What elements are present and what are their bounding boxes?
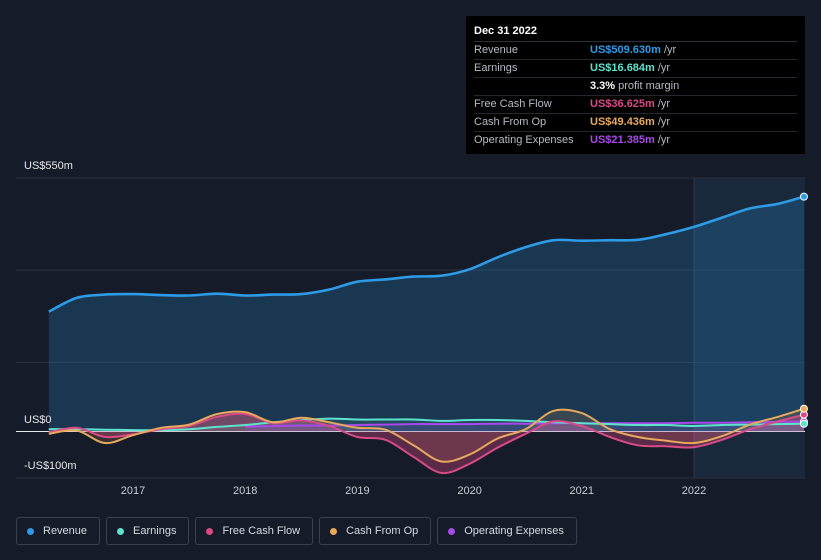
legend-item-earnings[interactable]: Earnings: [106, 517, 190, 545]
tooltip-row-label: Revenue: [474, 44, 519, 56]
legend-label: Operating Expenses: [464, 525, 564, 537]
tooltip-row-label: [474, 78, 590, 95]
tooltip-row: Earnings US$16.684m/yr: [474, 60, 797, 78]
legend-dot-icon: [117, 527, 125, 535]
tooltip-row-unit: /yr: [663, 44, 677, 56]
tooltip-row-value: US$21.385m: [590, 134, 655, 146]
tooltip-row: Cash From Op US$49.436m/yr: [474, 114, 797, 132]
grid-layer: [16, 177, 805, 479]
legend-label: Earnings: [133, 525, 177, 537]
y-label-zero: US$0: [24, 414, 52, 426]
tooltip-rows: Revenue US$509.630m/yr Earnings US$16.684m /…: [474, 42, 797, 149]
line-free_cash_flow: [48, 412, 805, 475]
legend-item-free_cash_flow[interactable]: Free Cash Flow: [195, 517, 314, 545]
legend-dot-icon: [27, 527, 34, 535]
tooltip-row-label: Operating Expenses: [474, 134, 574, 146]
tooltip-row-value: US$509.630m: [590, 44, 661, 56]
tooltip-row: 3.3% profit margin: [474, 78, 797, 96]
tooltip-row-label: Free Cash Flow: [474, 98, 552, 110]
y-label-top: US$550m: [24, 160, 73, 172]
highlight-region: [694, 178, 805, 478]
tooltip-row-label: Cash From Op: [474, 116, 547, 128]
x-tick-label: 2018: [232, 485, 258, 497]
x-tick-label: 2017: [120, 485, 146, 497]
legend-label: Free Cash Flow: [222, 525, 301, 537]
legend-dot-icon: [206, 527, 214, 535]
legend-dot-icon: [448, 527, 456, 535]
line-earnings: [48, 417, 805, 432]
tooltip-row-value: US$36.625m: [590, 98, 655, 110]
line-cash_from_op: [48, 407, 805, 463]
marker-layer: [799, 192, 808, 428]
end-marker-earnings: [799, 419, 808, 428]
tooltip-row-unit: /yr: [657, 116, 671, 128]
data-tooltip: Dec 31 2022 Revenue US$509.630m/yr Earning…: [466, 16, 805, 154]
area-free_cash_flow: [48, 413, 805, 474]
legend-label: Cash From Op: [346, 525, 419, 537]
line-operating_expenses: [245, 420, 805, 428]
legend-item-operating_expenses[interactable]: Operating Expenses: [437, 517, 577, 545]
x-tick-label: 2020: [457, 485, 482, 497]
legend-label: Revenue: [43, 525, 88, 537]
tooltip-row-value: 3.3%: [590, 80, 616, 92]
legend: Revenue Earnings Free Cash Flow Cash From O…: [16, 517, 577, 545]
x-tick-label: 2021: [569, 485, 595, 497]
tooltip-row: Operating Expenses US$21.385m/yr: [474, 132, 797, 149]
tooltip-row-unit: profit margin: [618, 80, 680, 92]
tooltip-row: Free Cash Flow US$36.625m/yr: [474, 96, 797, 114]
x-tick-label: 2019: [345, 485, 370, 497]
tooltip-row-unit: /yr: [657, 134, 671, 146]
tooltip-row: Revenue US$509.630m/yr: [474, 42, 797, 60]
tooltip-row-unit: /yr: [657, 98, 671, 110]
tooltip-date: Dec 31 2022: [474, 24, 797, 42]
tooltip-row-value: US$49.436m: [590, 116, 655, 128]
tooltip-row-value: US$16.684m: [590, 62, 655, 74]
y-label-bottom: -US$100m: [24, 460, 77, 472]
legend-dot-icon: [330, 527, 338, 535]
line-revenue: [48, 195, 805, 313]
x-tick-label: 2022: [681, 485, 707, 497]
tooltip-row-unit: /yr: [657, 62, 671, 74]
line-layer: [48, 195, 805, 475]
area-revenue: [48, 196, 805, 432]
end-marker-cash_from_op: [799, 404, 808, 413]
legend-item-revenue[interactable]: Revenue: [16, 517, 101, 545]
tooltip-row-label: Earnings: [474, 62, 518, 74]
end-marker-revenue: [799, 192, 808, 201]
legend-item-cash_from_op[interactable]: Cash From Op: [319, 517, 432, 545]
area-cash_from_op: [48, 408, 805, 462]
